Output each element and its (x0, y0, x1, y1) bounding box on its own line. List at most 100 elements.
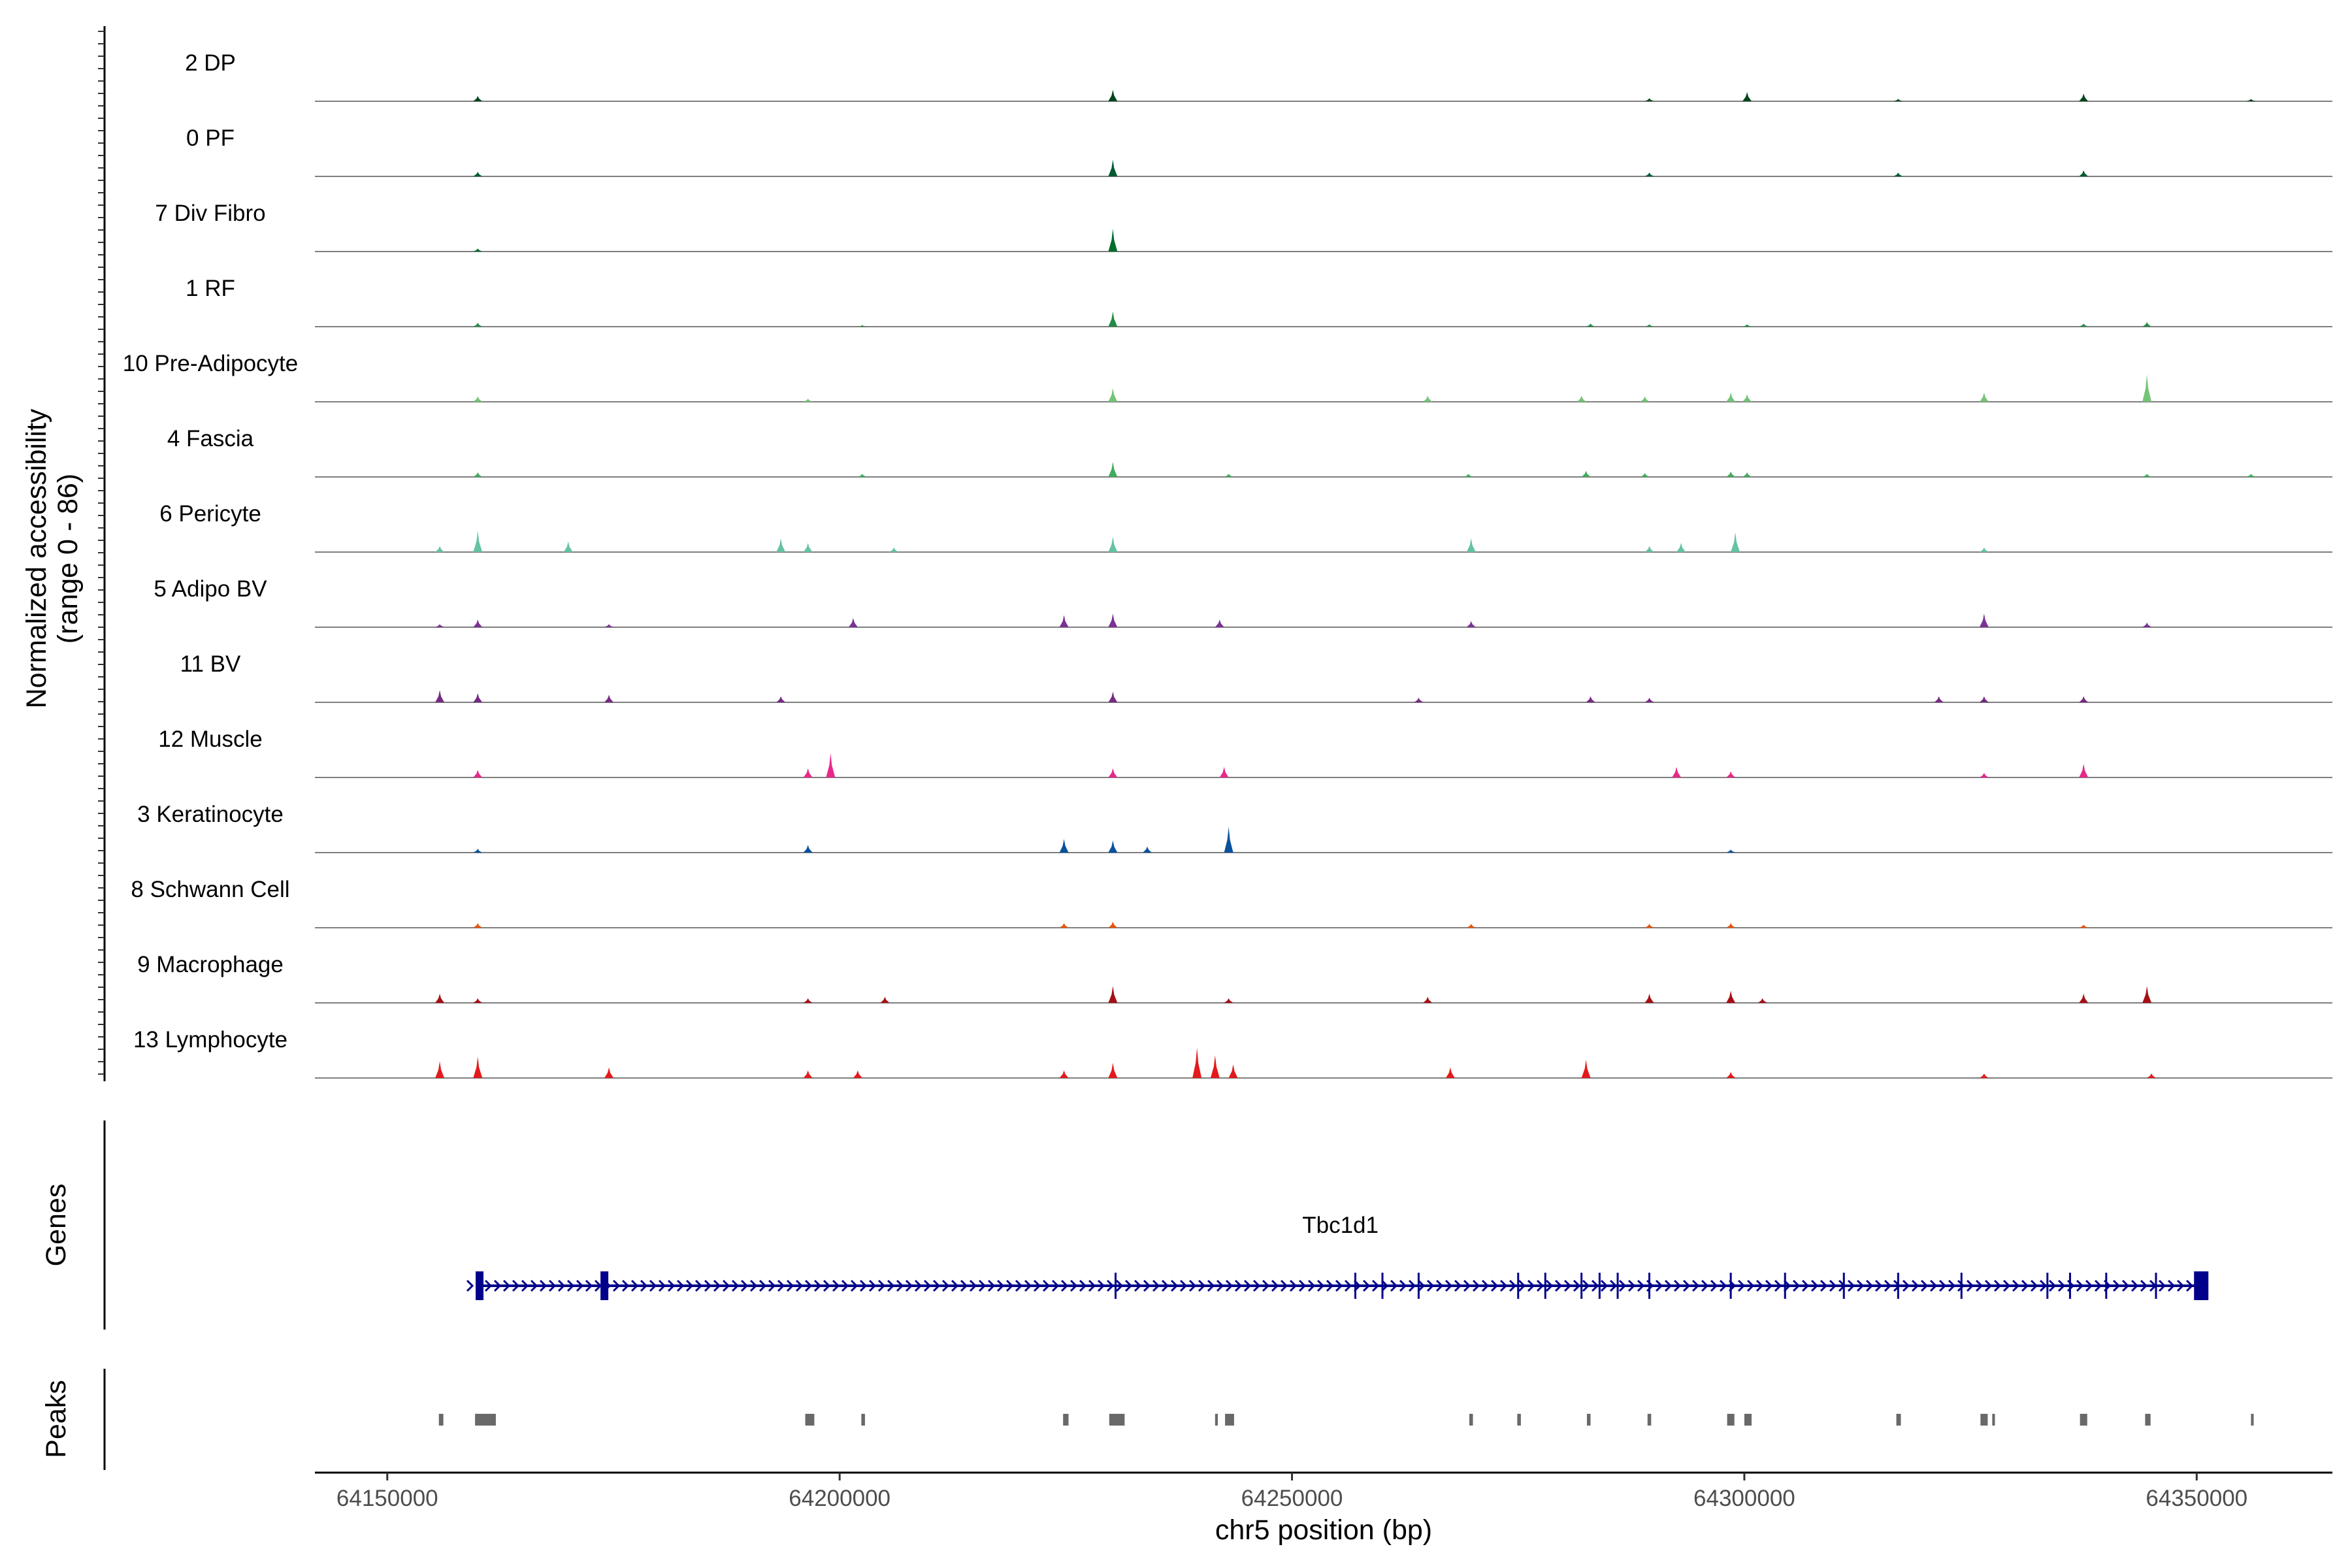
track-11: 3 Keratinocyte (137, 802, 2332, 853)
coverage-peak (1108, 691, 1118, 702)
coverage-peak (1059, 615, 1069, 627)
strand-arrow (868, 1279, 877, 1292)
track-12: 8 Schwann Cell (131, 877, 2332, 928)
y-axis (98, 26, 106, 1081)
strand-arrow (1280, 1279, 1288, 1292)
gene-exon (1616, 1273, 1619, 1299)
gene-exon (2155, 1273, 2157, 1299)
strand-arrow (859, 1279, 868, 1292)
strand-arrow (768, 1279, 776, 1292)
strand-arrow (1445, 1279, 1453, 1292)
strand-arrow (969, 1279, 977, 1292)
coverage-peak (473, 472, 483, 477)
strand-arrow (914, 1279, 923, 1292)
strand-arrow (539, 1279, 547, 1292)
coverage-peak (473, 998, 483, 1003)
gene-exon (476, 1271, 484, 1300)
strand-arrow (1115, 1279, 1124, 1292)
coverage-peak (1108, 986, 1118, 1003)
strand-arrow (1893, 1279, 1901, 1292)
coverage-peak (1059, 839, 1069, 853)
gene-exon (1354, 1273, 1356, 1299)
coverage-peak (473, 323, 483, 327)
coverage-peak (857, 474, 867, 477)
coverage-peak (1215, 619, 1224, 627)
coverage-peak (2079, 994, 2089, 1003)
track-label: 8 Schwann Cell (131, 877, 289, 902)
coverage-peak (1979, 696, 1989, 702)
strand-arrow (1216, 1279, 1224, 1292)
strand-arrow (1701, 1279, 1709, 1292)
coverage-peak (2079, 696, 2089, 702)
strand-arrow (1993, 1279, 2002, 1292)
strand-arrow (557, 1279, 566, 1292)
strand-arrow (1691, 1279, 1700, 1292)
strand-arrow (2085, 1279, 2093, 1292)
strand-arrow (1198, 1279, 1206, 1292)
strand-arrow (905, 1279, 913, 1292)
strand-arrow (1600, 1279, 1609, 1292)
strand-arrow (530, 1279, 538, 1292)
peak-region (1744, 1414, 1752, 1426)
track-label: 0 PF (186, 125, 235, 151)
coverage-peak (1108, 840, 1118, 853)
track-label: 13 Lymphocyte (133, 1027, 287, 1053)
strand-arrow (1454, 1279, 1462, 1292)
strand-arrow (1380, 1279, 1389, 1292)
coverage-peak (2079, 170, 2089, 176)
strand-arrow (1408, 1279, 1416, 1292)
track-label: 4 Fascia (167, 426, 254, 451)
coverage-peak (1644, 924, 1654, 928)
strand-arrow (1673, 1279, 1682, 1292)
y-axis-title: Normalized accessibility (range 0 - 86) (21, 408, 84, 708)
strand-arrow (1664, 1279, 1673, 1292)
track-9: 11 BV (180, 651, 2332, 703)
peak-region (2080, 1414, 2087, 1426)
peak-region (475, 1414, 496, 1426)
strand-arrow (1097, 1279, 1105, 1292)
coverage-peak (604, 694, 614, 702)
strand-arrow (978, 1279, 987, 1292)
coverage-peak (1108, 536, 1118, 552)
strand-arrow (1271, 1279, 1279, 1292)
strand-arrow (658, 1279, 666, 1292)
coverage-peak (1581, 470, 1591, 477)
strand-arrow (1024, 1279, 1032, 1292)
coverage-peak (2079, 323, 2089, 327)
strand-arrow (722, 1279, 730, 1292)
strand-arrow (1362, 1279, 1371, 1292)
coverage-peak (435, 624, 445, 627)
coverage-peak (1210, 1055, 1220, 1078)
strand-arrow (1472, 1279, 1480, 1292)
strand-arrow (1582, 1279, 1590, 1292)
strand-arrow (2076, 1279, 2084, 1292)
coverage-peak (473, 849, 483, 853)
gene-exon (1842, 1273, 1845, 1299)
strand-arrow (1316, 1279, 1325, 1292)
strand-arrow (612, 1279, 621, 1292)
peak-region (1992, 1414, 1995, 1426)
coverage-peak (1108, 229, 1118, 252)
coverage-peak (1640, 396, 1650, 402)
coverage-peak (1742, 394, 1752, 402)
coverage-peak (1466, 924, 1476, 928)
coverage-peak (853, 1070, 862, 1078)
peak-region (2251, 1414, 2254, 1426)
strand-arrow (1124, 1279, 1133, 1292)
coverage-peak (1142, 846, 1152, 853)
strand-arrow (502, 1279, 511, 1292)
strand-arrow (759, 1279, 767, 1292)
peak-region (1517, 1414, 1521, 1426)
strand-arrow (1820, 1279, 1828, 1292)
strand-arrow (1984, 1279, 1993, 1292)
coverage-peak (473, 693, 483, 702)
strand-arrow (694, 1279, 703, 1292)
strand-arrow (1948, 1279, 1956, 1292)
peak-region (1586, 1414, 1591, 1426)
coverage-peak (2079, 764, 2089, 777)
strand-arrow (1938, 1279, 1947, 1292)
strand-arrow (1326, 1279, 1334, 1292)
strand-arrow (932, 1279, 941, 1292)
peak-region (2145, 1414, 2151, 1426)
